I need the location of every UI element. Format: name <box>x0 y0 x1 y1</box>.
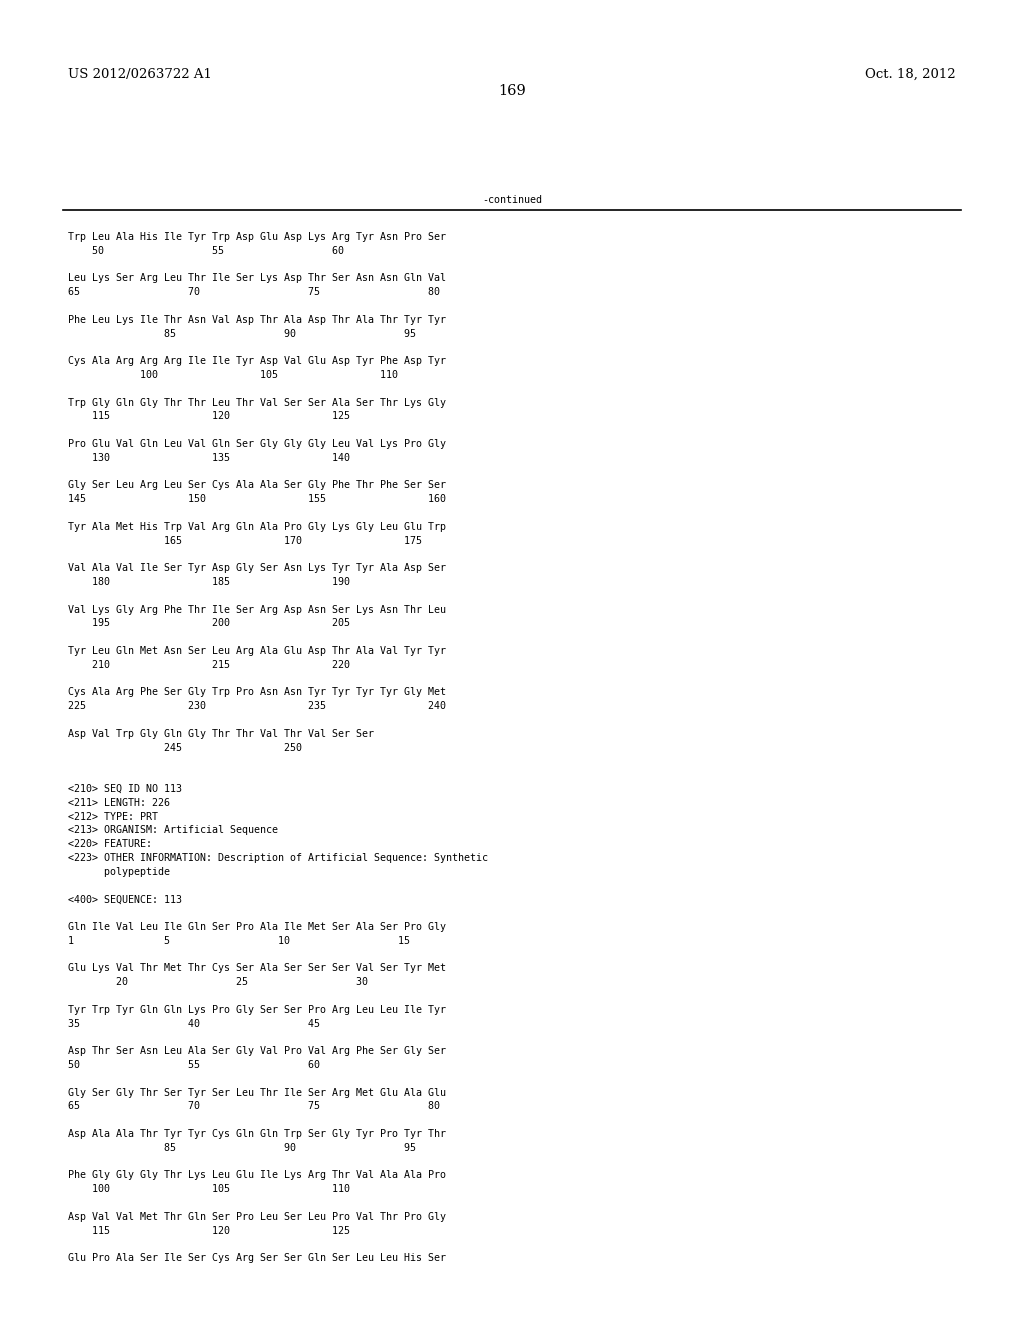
Text: <213> ORGANISM: Artificial Sequence: <213> ORGANISM: Artificial Sequence <box>68 825 278 836</box>
Text: Cys Ala Arg Phe Ser Gly Trp Pro Asn Asn Tyr Tyr Tyr Tyr Gly Met: Cys Ala Arg Phe Ser Gly Trp Pro Asn Asn … <box>68 688 446 697</box>
Text: polypeptide: polypeptide <box>68 867 170 876</box>
Text: Val Lys Gly Arg Phe Thr Ile Ser Arg Asp Asn Ser Lys Asn Thr Leu: Val Lys Gly Arg Phe Thr Ile Ser Arg Asp … <box>68 605 446 615</box>
Text: Asp Val Trp Gly Gln Gly Thr Thr Val Thr Val Ser Ser: Asp Val Trp Gly Gln Gly Thr Thr Val Thr … <box>68 729 374 739</box>
Text: 165                 170                 175: 165 170 175 <box>68 536 422 545</box>
Text: Asp Thr Ser Asn Leu Ala Ser Gly Val Pro Val Arg Phe Ser Gly Ser: Asp Thr Ser Asn Leu Ala Ser Gly Val Pro … <box>68 1047 446 1056</box>
Text: Asp Ala Ala Thr Tyr Tyr Cys Gln Gln Trp Ser Gly Tyr Pro Tyr Thr: Asp Ala Ala Thr Tyr Tyr Cys Gln Gln Trp … <box>68 1129 446 1139</box>
Text: 1               5                  10                  15: 1 5 10 15 <box>68 936 410 946</box>
Text: <220> FEATURE:: <220> FEATURE: <box>68 840 152 849</box>
Text: Leu Lys Ser Arg Leu Thr Ile Ser Lys Asp Thr Ser Asn Asn Gln Val: Leu Lys Ser Arg Leu Thr Ile Ser Lys Asp … <box>68 273 446 284</box>
Text: Tyr Leu Gln Met Asn Ser Leu Arg Ala Glu Asp Thr Ala Val Tyr Tyr: Tyr Leu Gln Met Asn Ser Leu Arg Ala Glu … <box>68 645 446 656</box>
Text: Tyr Trp Tyr Gln Gln Lys Pro Gly Ser Ser Pro Arg Leu Leu Ile Tyr: Tyr Trp Tyr Gln Gln Lys Pro Gly Ser Ser … <box>68 1005 446 1015</box>
Text: 180                 185                 190: 180 185 190 <box>68 577 350 587</box>
Text: 169: 169 <box>498 84 526 98</box>
Text: Gln Ile Val Leu Ile Gln Ser Pro Ala Ile Met Ser Ala Ser Pro Gly: Gln Ile Val Leu Ile Gln Ser Pro Ala Ile … <box>68 921 446 932</box>
Text: <212> TYPE: PRT: <212> TYPE: PRT <box>68 812 158 821</box>
Text: 130                 135                 140: 130 135 140 <box>68 453 350 463</box>
Text: Val Ala Val Ile Ser Tyr Asp Gly Ser Asn Lys Tyr Tyr Ala Asp Ser: Val Ala Val Ile Ser Tyr Asp Gly Ser Asn … <box>68 564 446 573</box>
Text: 20                  25                  30: 20 25 30 <box>68 977 368 987</box>
Text: <400> SEQUENCE: 113: <400> SEQUENCE: 113 <box>68 895 182 904</box>
Text: 35                  40                  45: 35 40 45 <box>68 1019 319 1028</box>
Text: Tyr Ala Met His Trp Val Arg Gln Ala Pro Gly Lys Gly Leu Glu Trp: Tyr Ala Met His Trp Val Arg Gln Ala Pro … <box>68 521 446 532</box>
Text: 115                 120                 125: 115 120 125 <box>68 412 350 421</box>
Text: Phe Leu Lys Ile Thr Asn Val Asp Thr Ala Asp Thr Ala Thr Tyr Tyr: Phe Leu Lys Ile Thr Asn Val Asp Thr Ala … <box>68 314 446 325</box>
Text: <211> LENGTH: 226: <211> LENGTH: 226 <box>68 797 170 808</box>
Text: 50                  55                  60: 50 55 60 <box>68 1060 319 1071</box>
Text: <210> SEQ ID NO 113: <210> SEQ ID NO 113 <box>68 784 182 795</box>
Text: <223> OTHER INFORMATION: Description of Artificial Sequence: Synthetic: <223> OTHER INFORMATION: Description of … <box>68 853 488 863</box>
Text: 85                  90                  95: 85 90 95 <box>68 1143 416 1152</box>
Text: 100                 105                 110: 100 105 110 <box>68 1184 350 1195</box>
Text: 245                 250: 245 250 <box>68 743 302 752</box>
Text: 65                  70                  75                  80: 65 70 75 80 <box>68 288 440 297</box>
Text: Gly Ser Gly Thr Ser Tyr Ser Leu Thr Ile Ser Arg Met Glu Ala Glu: Gly Ser Gly Thr Ser Tyr Ser Leu Thr Ile … <box>68 1088 446 1098</box>
Text: Glu Pro Ala Ser Ile Ser Cys Arg Ser Ser Gln Ser Leu Leu His Ser: Glu Pro Ala Ser Ile Ser Cys Arg Ser Ser … <box>68 1253 446 1263</box>
Text: Trp Leu Ala His Ile Tyr Trp Asp Glu Asp Lys Arg Tyr Asn Pro Ser: Trp Leu Ala His Ile Tyr Trp Asp Glu Asp … <box>68 232 446 242</box>
Text: Gly Ser Leu Arg Leu Ser Cys Ala Ala Ser Gly Phe Thr Phe Ser Ser: Gly Ser Leu Arg Leu Ser Cys Ala Ala Ser … <box>68 480 446 491</box>
Text: 195                 200                 205: 195 200 205 <box>68 618 350 628</box>
Text: 145                 150                 155                 160: 145 150 155 160 <box>68 494 446 504</box>
Text: 115                 120                 125: 115 120 125 <box>68 1225 350 1236</box>
Text: 50                  55                  60: 50 55 60 <box>68 246 344 256</box>
Text: 100                 105                 110: 100 105 110 <box>68 370 398 380</box>
Text: Trp Gly Gln Gly Thr Thr Leu Thr Val Ser Ser Ala Ser Thr Lys Gly: Trp Gly Gln Gly Thr Thr Leu Thr Val Ser … <box>68 397 446 408</box>
Text: Glu Lys Val Thr Met Thr Cys Ser Ala Ser Ser Ser Val Ser Tyr Met: Glu Lys Val Thr Met Thr Cys Ser Ala Ser … <box>68 964 446 973</box>
Text: Phe Gly Gly Gly Thr Lys Leu Glu Ile Lys Arg Thr Val Ala Ala Pro: Phe Gly Gly Gly Thr Lys Leu Glu Ile Lys … <box>68 1171 446 1180</box>
Text: US 2012/0263722 A1: US 2012/0263722 A1 <box>68 69 212 81</box>
Text: 225                 230                 235                 240: 225 230 235 240 <box>68 701 446 711</box>
Text: 65                  70                  75                  80: 65 70 75 80 <box>68 1101 440 1111</box>
Text: 85                  90                  95: 85 90 95 <box>68 329 416 339</box>
Text: Asp Val Val Met Thr Gln Ser Pro Leu Ser Leu Pro Val Thr Pro Gly: Asp Val Val Met Thr Gln Ser Pro Leu Ser … <box>68 1212 446 1222</box>
Text: Oct. 18, 2012: Oct. 18, 2012 <box>865 69 956 81</box>
Text: Pro Glu Val Gln Leu Val Gln Ser Gly Gly Gly Leu Val Lys Pro Gly: Pro Glu Val Gln Leu Val Gln Ser Gly Gly … <box>68 440 446 449</box>
Text: 210                 215                 220: 210 215 220 <box>68 660 350 669</box>
Text: -continued: -continued <box>482 195 542 205</box>
Text: Cys Ala Arg Arg Arg Ile Ile Tyr Asp Val Glu Asp Tyr Phe Asp Tyr: Cys Ala Arg Arg Arg Ile Ile Tyr Asp Val … <box>68 356 446 366</box>
